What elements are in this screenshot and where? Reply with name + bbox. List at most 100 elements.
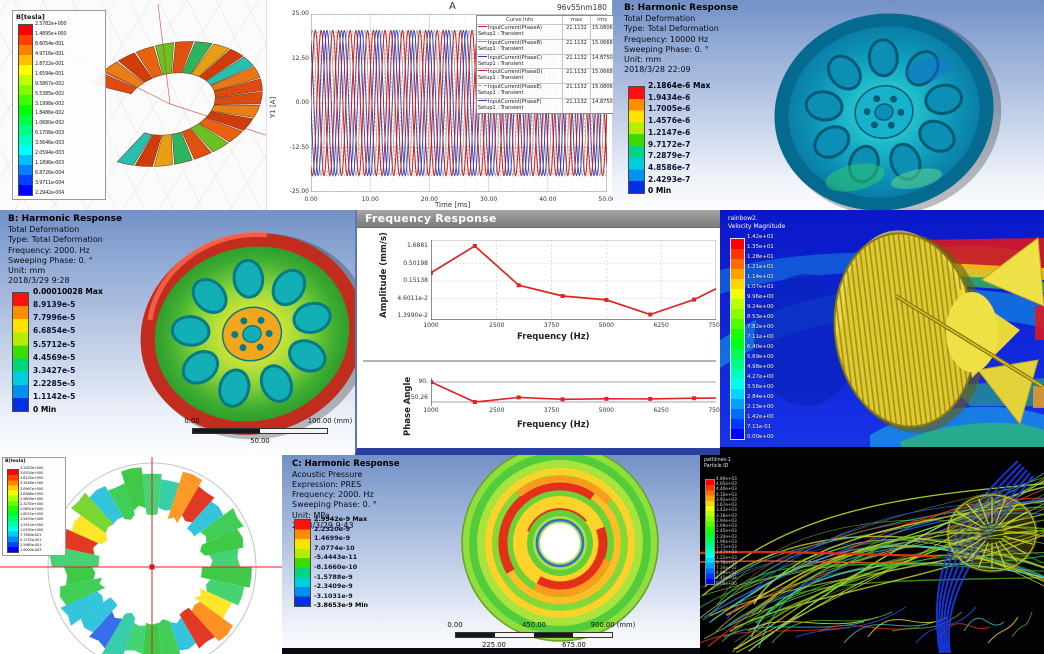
legend-row: InputCurrent(PhaseB) Setup1 : Transient 21…	[477, 38, 613, 54]
colorbar-values: 1.42e+01 1.35e+01 1.28e+01 1.21e+01 1.14e+01…	[747, 234, 774, 441]
colorbar-value: 3.0967e+000	[20, 486, 44, 491]
curve-max: 21.1132	[562, 25, 590, 39]
colorbar-value: 0.00010028 Max	[33, 287, 103, 296]
colorbar-value: 9.7172e-7	[648, 139, 691, 149]
curve-color-sample	[478, 85, 487, 87]
colorbar-values: 2.1864e-6 Max 1.9434e-6 1.7005e-6 1.4576e-6…	[648, 82, 710, 195]
curve-rms: 14.8750	[590, 54, 613, 69]
colorbar-value: 7.7996e-5	[33, 313, 76, 323]
colorbar-gradient	[628, 86, 645, 194]
curve-rms: 15.0806	[590, 25, 613, 39]
axis-tick: 0.00	[304, 196, 318, 203]
colorbar-value: 3.18e+03	[716, 512, 737, 518]
colorbar-value: 5.5712e-5	[33, 339, 76, 349]
panel-harmonic-response-2000: B: Harmonic Response Total Deformation Ty…	[0, 210, 355, 455]
colorbar-value: 1.9434e-6	[648, 92, 691, 102]
colorbar-value: 9.24e+00	[747, 304, 774, 311]
colorbar-value: 1.42e+00	[747, 414, 774, 421]
axis-tick: 50.00	[598, 196, 613, 203]
field-colorbar-legend: B[tesla] 2.5782e+000 1.4895e+000 8.6054e-0…	[12, 10, 106, 200]
colorbar-value: 2.94e+03	[716, 517, 737, 523]
colorbar-value: 4.40e+03	[716, 486, 737, 492]
curve-name: InputCurrent(PhaseC) Setup1 : Transient	[478, 54, 543, 67]
result-info-line: Sweeping Phase: 0. °	[292, 500, 377, 510]
colorbar-value: 0 Min	[648, 186, 672, 196]
axis-tick: 12.50	[291, 54, 309, 62]
result-info-line: Frequency: 10000 Hz	[624, 34, 709, 44]
colorbar-value: 1.8072e+000	[20, 512, 44, 517]
result-info-line: Sweeping Phase: 0. °	[624, 44, 709, 54]
axis-tick: 5000	[598, 322, 615, 329]
velocity-contour-plot	[720, 210, 1044, 455]
curve-name: InputCurrent(PhaseF) Setup1 : Transient	[478, 99, 542, 111]
legend-header-row: Curve Info max rms	[477, 16, 613, 25]
colorbar-value: 3.3546e+000	[20, 481, 44, 486]
curve-max: 21.1132	[562, 84, 590, 99]
curve-color-sample	[478, 40, 487, 42]
colorbar-value: 2.45e+02	[716, 575, 737, 581]
colorbar-value: 1.21e+01	[747, 264, 774, 271]
result-title: B: Harmonic Response	[8, 214, 123, 224]
result-info-block: B: Harmonic Response Total Deformation Ty…	[8, 214, 122, 287]
axis-tick: 90.	[418, 378, 428, 385]
legend-header-cell: max	[562, 16, 590, 25]
colorbar-value: 2.2285e-5	[33, 379, 76, 389]
curve-rms: 15.0668	[590, 69, 613, 84]
colorbar-value: 1.71e+03	[716, 544, 737, 550]
legend-row: InputCurrent(PhaseC) Setup1 : Transient 21…	[477, 53, 613, 69]
phase-chart	[431, 378, 716, 406]
colorbar-value: 2.5809e+000	[20, 496, 44, 501]
colorbar-value: 9.96e+00	[747, 294, 774, 301]
colorbar-value: 1.22e+03	[716, 554, 737, 560]
curve-rms: 14.8750	[590, 99, 613, 113]
curve-rms: 15.0806	[590, 84, 613, 99]
acoustic-pressure-plot	[461, 455, 659, 642]
curve-name: InputCurrent(PhaseD) Setup1 : Transient	[478, 69, 543, 82]
ruler-label: 225.00	[482, 641, 506, 649]
result-title: B: Harmonic Response	[624, 3, 739, 13]
colorbar-value: 4.1283e+000	[20, 466, 44, 470]
colorbar-title: pathlines-1 Particle ID	[704, 458, 731, 470]
colorbar-value: 2.1864e-6 Max	[648, 81, 711, 90]
colorbar-title-line2: Velocity Magnitude	[728, 222, 786, 230]
ruler-label: 450.00	[522, 621, 546, 629]
window-frequency-response: Frequency Response Amplitude (mm/s) Freq…	[355, 210, 720, 455]
legend-row: InputCurrent(PhaseD) Setup1 : Transient 21…	[477, 68, 613, 84]
window-bottom-edge	[282, 648, 700, 654]
colorbar-value: 1.35e+01	[747, 244, 774, 251]
colorbar-value: 3.56e+00	[747, 384, 774, 391]
axis-tick: 4.6011e-2	[397, 294, 428, 302]
colorbar-value: 1.0335e+000	[20, 527, 44, 532]
legend-row: InputCurrent(PhaseF) Setup1 : Transient 21…	[477, 98, 613, 113]
colorbar-value: 1.07e+01	[747, 284, 774, 291]
result-info-line: Type: Total Deformation	[624, 24, 719, 34]
colorbar-value: 4.89e+02	[716, 570, 737, 576]
legend-header-cell: Curve Info	[506, 17, 533, 23]
colorbar-values: 4.1283e+000 3.8704e+000 3.6125e+000 3.3546e…	[20, 466, 44, 553]
colorbar-value: 2.9942e-9 Max	[314, 515, 368, 523]
ruler-label: 0.00	[447, 621, 463, 629]
colorbar-value: 8.6054e-001	[35, 40, 65, 47]
window-title-bar[interactable]: Frequency Response	[357, 210, 720, 228]
ruler-label: 675.00	[562, 641, 586, 649]
colorbar-value: 3.6125e+000	[20, 476, 44, 481]
colorbar-value: 3.5646e-003	[35, 140, 65, 147]
axis-tick: 6250	[653, 322, 669, 329]
result-info-line: 2018/3/28 22:09	[624, 65, 691, 75]
curve-color-sample	[478, 100, 487, 102]
colorbar-value: 2.45e+03	[716, 528, 737, 534]
colorbar-value: 1.5493e+000	[20, 517, 44, 522]
axis-tick: 3750	[543, 322, 560, 329]
colorbar-gradient	[294, 519, 311, 607]
colorbar-value: 2.0594e-003	[35, 150, 65, 157]
axis-tick: -25.00	[289, 188, 309, 195]
result-info-line: Unit: MPa	[292, 510, 330, 520]
colorbar-value: 8.53e+00	[747, 314, 774, 321]
colorbar-value: 6.8726e-004	[35, 170, 65, 177]
colorbar-gradient	[730, 238, 745, 440]
colorbar-value: 4.4569e-5	[33, 352, 76, 362]
axis-tick: 7500	[708, 407, 720, 414]
panel-phase-currents-plot: A 96v55nm180 Y1 [A] Time [ms] Curve Info…	[266, 0, 613, 210]
colorbar-value: -3.8653e-9 Min	[314, 601, 369, 610]
result-info-line: Sweeping Phase: 0. °	[8, 255, 93, 265]
